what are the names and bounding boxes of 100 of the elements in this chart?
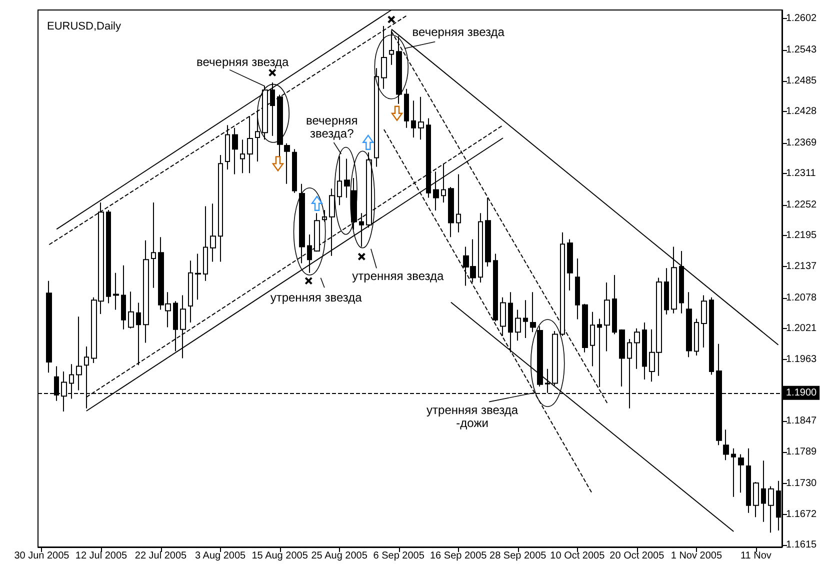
candlestick xyxy=(396,36,402,104)
candlestick xyxy=(292,148,297,194)
candlestick xyxy=(337,156,342,206)
y-tick-label: 1.1615 xyxy=(786,539,818,550)
candlestick xyxy=(723,429,729,461)
candlestick xyxy=(381,26,387,90)
candlestick xyxy=(270,82,275,136)
annotation: вечерняя звезда? xyxy=(306,113,358,140)
candlestick xyxy=(240,139,245,174)
candlestick xyxy=(195,253,201,300)
candlestick xyxy=(433,171,439,212)
candlestick xyxy=(180,294,186,359)
x-tick-label: 30 Jun 2005 xyxy=(14,550,70,562)
x-tick-label: 3 Aug 2005 xyxy=(194,550,246,562)
x-tick-label: 20 Oct 2005 xyxy=(610,550,665,562)
candlestick xyxy=(537,326,543,387)
candlestick xyxy=(374,68,379,168)
candlestick xyxy=(210,203,216,262)
candlestick xyxy=(448,186,454,238)
x-tick-label: 1 Nov 2005 xyxy=(670,550,722,562)
candlestick xyxy=(523,300,528,338)
candlestick xyxy=(173,300,178,352)
annotation: утренняя звезда xyxy=(270,290,362,304)
candlestick xyxy=(686,292,692,358)
y-tick-label: 1.2311 xyxy=(786,168,816,180)
candlestick xyxy=(225,124,230,170)
candlestick xyxy=(188,260,193,323)
candlestick xyxy=(218,154,223,262)
y-tick-label: 1.2602 xyxy=(786,13,818,24)
y-tick-label: 1.2428 xyxy=(786,106,818,117)
text: EURUSD,Daily xyxy=(47,20,122,32)
y-tick-label: 1.1847 xyxy=(786,416,818,427)
candlestick xyxy=(642,322,647,380)
x-tick-label: 6 Sep 2005 xyxy=(373,550,425,562)
candlestick xyxy=(344,158,350,198)
candlestick xyxy=(404,88,409,128)
candlestick xyxy=(671,246,677,314)
candlestick xyxy=(314,212,320,252)
y-tick-label: 1.1789 xyxy=(786,446,818,458)
x-tick-label: 22 Jul 2005 xyxy=(134,550,188,562)
candlestick xyxy=(247,116,253,174)
candlestick xyxy=(277,94,283,158)
y-tick-label: 1.2021 xyxy=(786,322,818,334)
candlestick xyxy=(679,250,684,314)
candlestick xyxy=(418,96,424,140)
candlestick xyxy=(232,127,238,175)
candlestick xyxy=(701,294,707,348)
candlestick xyxy=(359,212,364,248)
candlestick xyxy=(582,303,588,353)
ref-line-label: 1.1900 xyxy=(786,387,818,398)
annotation: вечерняя звезда xyxy=(196,55,289,70)
candlestick xyxy=(411,100,416,138)
candlestick xyxy=(151,202,156,288)
y-tick-label: 1.2369 xyxy=(786,137,818,148)
candlestick xyxy=(485,197,491,267)
candlestick xyxy=(329,188,335,256)
candlestick xyxy=(478,212,483,283)
candlestick xyxy=(299,183,305,264)
candlestick xyxy=(284,142,290,184)
candlestick xyxy=(530,292,536,333)
y-tick-label: 1.1672 xyxy=(786,508,818,520)
y-tick-label: 1.1730 xyxy=(786,478,818,490)
y-tick-label: 1.2137 xyxy=(786,261,818,272)
candlestick xyxy=(307,234,312,274)
candlestick xyxy=(46,280,52,374)
candlestick xyxy=(768,486,774,534)
candlestick xyxy=(567,238,573,291)
candlestick xyxy=(746,448,751,514)
x-tick-label: 15 Aug 2005 xyxy=(252,550,308,562)
candlestick xyxy=(113,272,119,310)
candlestick xyxy=(366,152,372,228)
candlestick xyxy=(597,318,602,388)
y-tick-label: 1.2485 xyxy=(786,75,818,86)
x-tick-label: 12 Jul 2005 xyxy=(75,550,128,562)
candlestick xyxy=(136,302,141,366)
candlestick xyxy=(604,282,610,352)
y-tick-label: 1.2195 xyxy=(786,230,818,242)
candlestick xyxy=(619,328,625,387)
candlestick xyxy=(664,268,669,315)
candlestick xyxy=(456,174,461,233)
candlestick xyxy=(500,296,506,336)
candlestick xyxy=(203,206,208,282)
candlestick xyxy=(694,318,699,356)
y-tick-label: 1.2543 xyxy=(786,44,818,56)
candlestick xyxy=(106,209,111,304)
candlestick xyxy=(441,163,446,204)
x-tick-label: 28 Sep 2005 xyxy=(490,550,547,562)
candlestick xyxy=(753,481,759,518)
x-tick-label: 10 Oct 2005 xyxy=(550,550,606,562)
candlestick xyxy=(709,296,714,376)
candlestick xyxy=(634,328,640,370)
candlestick xyxy=(590,311,595,367)
x-tick-label: 11 Nov xyxy=(740,550,772,562)
candlestick xyxy=(552,330,558,386)
candlestick xyxy=(121,264,126,330)
candlestick xyxy=(560,232,565,336)
y-tick-label: 1.1963 xyxy=(786,354,818,365)
annotation: вечерняя звезда xyxy=(412,25,505,40)
candlestick xyxy=(738,454,744,494)
annotation: утренняя звезда -дожи xyxy=(426,402,518,430)
